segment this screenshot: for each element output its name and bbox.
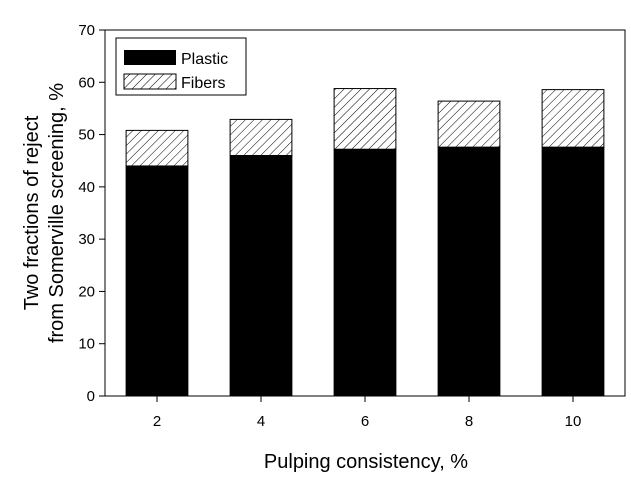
- x-tick-label: 4: [257, 413, 265, 430]
- axis-layer: 2 4 6 8 10 0 10 20 30 40 50 60 70: [78, 22, 581, 430]
- y-axis-title-line-1: Two fractions of reject: [21, 115, 43, 310]
- x-tick-label: 10: [565, 413, 582, 430]
- x-tick-label: 8: [465, 413, 473, 430]
- x-tick-label: 2: [153, 413, 161, 430]
- bar-plastic-8: [437, 146, 501, 397]
- legend-label-plastic: Plastic: [181, 51, 228, 68]
- y-tick-label: 10: [78, 336, 95, 353]
- bar-plastic-10: [541, 146, 605, 397]
- y-tick-label: 0: [87, 388, 95, 405]
- bar-fibers-2: [125, 129, 189, 167]
- legend-swatch-fibers: [123, 73, 177, 90]
- bar-fibers-6: [333, 88, 397, 150]
- legend-label-fibers: Fibers: [181, 75, 225, 92]
- y-tick-label: 40: [78, 179, 95, 196]
- y-tick-label: 50: [78, 127, 95, 144]
- bars-layer: [125, 88, 605, 397]
- bar-fibers-8: [437, 100, 501, 148]
- x-axis-title: Pulping consistency, %: [264, 451, 468, 473]
- bar-fibers-4: [229, 118, 293, 156]
- legend-swatch-plastic: [124, 50, 176, 65]
- x-tick-label: 6: [361, 413, 369, 430]
- y-tick-label: 60: [78, 74, 95, 91]
- y-axis-title-line-2: from Somerville screening, %: [46, 83, 68, 343]
- legend: Plastic Fibers: [115, 37, 247, 96]
- y-tick-label: 30: [78, 231, 95, 248]
- bar-plastic-4: [229, 154, 293, 397]
- y-axis-title: Two fractions of reject from Somerville …: [21, 83, 68, 343]
- bar-plastic-6: [333, 148, 397, 397]
- y-tick-label: 70: [78, 22, 95, 39]
- y-tick-label: 20: [78, 283, 95, 300]
- bar-fibers-10: [541, 89, 605, 148]
- bar-plastic-2: [125, 165, 189, 397]
